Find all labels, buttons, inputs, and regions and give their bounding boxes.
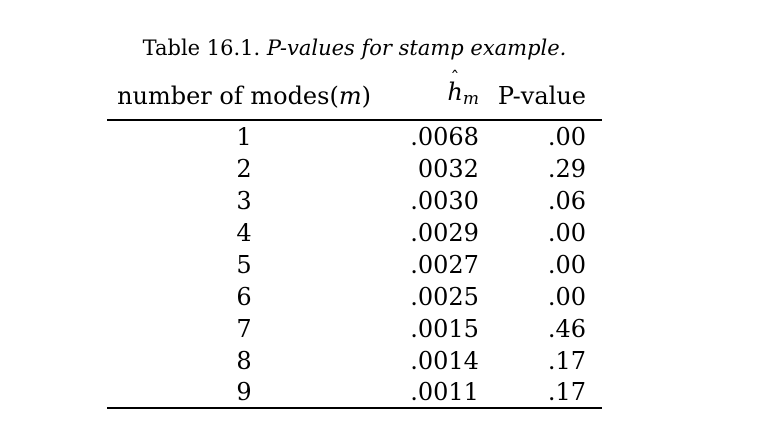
table-row: 9.0011.17 bbox=[107, 377, 602, 409]
cell-pvalue: .00 bbox=[547, 283, 586, 311]
h-letter: h bbox=[447, 78, 463, 106]
cell-h: .0068 bbox=[410, 123, 479, 151]
caption-title: P-values for stamp example. bbox=[266, 36, 567, 60]
cell-h: .0014 bbox=[410, 347, 479, 375]
header-modes-text: number of modes( bbox=[117, 81, 339, 110]
header-h: ˆ hm bbox=[381, 68, 479, 121]
cell-h: .0025 bbox=[410, 283, 479, 311]
cell-pvalue: .29 bbox=[547, 155, 586, 183]
table-caption: Table 16.1. P-values for stamp example. bbox=[107, 30, 602, 66]
table-row: 8 .0014 .17 bbox=[107, 345, 602, 377]
cell-modes: 7 bbox=[236, 315, 252, 343]
pvalues-table: number of modes(m) ˆ hm P-value 1.0068.00… bbox=[107, 68, 602, 409]
cell-modes: 1 bbox=[236, 123, 252, 151]
table-header: number of modes(m) ˆ hm P-value bbox=[107, 68, 602, 121]
cell-h: 0032 bbox=[417, 155, 479, 183]
header-modes: number of modes(m) bbox=[107, 72, 382, 121]
cell-pvalue: .00 bbox=[547, 251, 586, 279]
table-body: 1.0068.00 2 0032.29 3.0030.06 4.0029.00 5.002… bbox=[107, 120, 602, 409]
cell-pvalue: .00 bbox=[547, 219, 586, 247]
cell-modes: 2 bbox=[236, 155, 252, 183]
cell-modes: 4 bbox=[236, 219, 252, 247]
table-row: 3 .0030 .06 bbox=[107, 185, 602, 217]
caption-label: Table 16.1. bbox=[142, 36, 261, 60]
table-container: Table 16.1. P-values for stamp example. … bbox=[107, 30, 602, 409]
table-row: 2 0032 .29 bbox=[107, 153, 602, 185]
cell-modes: 6 bbox=[236, 283, 252, 311]
h-subscript: m bbox=[462, 89, 479, 109]
cell-h: .0030 bbox=[410, 187, 479, 215]
cell-pvalue: .00 bbox=[547, 123, 586, 151]
cell-modes: 8 bbox=[236, 347, 252, 375]
table-row: 1 .0068 .00 bbox=[107, 120, 602, 153]
header-pvalue: P-value bbox=[478, 72, 602, 121]
cell-pvalue: .17 bbox=[478, 377, 602, 409]
table-row: 6 .0025 .00 bbox=[107, 281, 602, 313]
header-row: number of modes(m) ˆ hm P-value bbox=[107, 68, 602, 121]
cell-pvalue: .06 bbox=[547, 187, 586, 215]
cell-pvalue: .17 bbox=[547, 347, 586, 375]
table-row: 4 .0029 .00 bbox=[107, 217, 602, 249]
cell-h: .0027 bbox=[410, 251, 479, 279]
header-modes-var: m bbox=[338, 81, 362, 110]
cell-modes: 3 bbox=[236, 187, 252, 215]
header-modes-close: ) bbox=[361, 81, 371, 110]
cell-pvalue: .46 bbox=[547, 315, 586, 343]
cell-h: .0011 bbox=[381, 377, 479, 409]
table-row: 5 .0027 .00 bbox=[107, 249, 602, 281]
cell-modes: 5 bbox=[236, 251, 252, 279]
cell-modes: 9 bbox=[107, 377, 382, 409]
table-row: 7 .0015 .46 bbox=[107, 313, 602, 345]
cell-h: .0029 bbox=[410, 219, 479, 247]
hat-accent: ˆ bbox=[450, 68, 460, 89]
cell-h: .0015 bbox=[410, 315, 479, 343]
